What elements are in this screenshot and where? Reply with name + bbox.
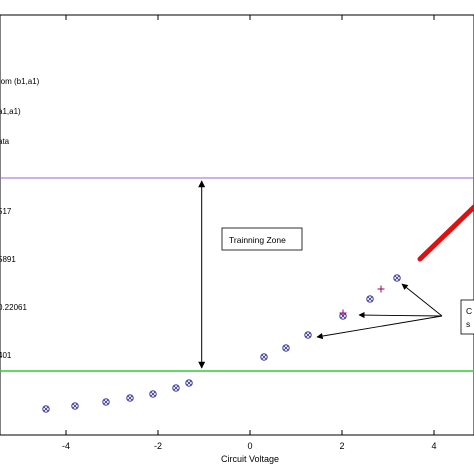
point-circle xyxy=(260,353,268,361)
fit-line xyxy=(417,204,474,262)
point-circle xyxy=(102,398,110,406)
left-label: 5891 xyxy=(0,255,16,264)
plus-point xyxy=(377,285,385,293)
point-cross xyxy=(186,380,192,386)
point-circle xyxy=(366,295,374,303)
point-circle xyxy=(304,331,312,339)
annotation-arrow xyxy=(358,311,443,319)
point-cross xyxy=(72,403,78,409)
data-point xyxy=(282,344,290,352)
data-point xyxy=(42,405,50,413)
x-axis-label: Circuit Voltage xyxy=(221,454,279,464)
point-cross xyxy=(127,395,133,401)
left-label: 517 xyxy=(0,207,12,216)
point-circle xyxy=(126,394,134,402)
annotation-arrow xyxy=(401,283,443,317)
legend-entry: a1,a1) xyxy=(0,107,21,116)
plus-point xyxy=(339,309,347,317)
x-axis: -4 -2 0 2 4 xyxy=(62,15,437,451)
left-label: 401 xyxy=(0,351,12,360)
point-circle xyxy=(393,274,401,282)
point-cross xyxy=(367,296,373,302)
x-tick-label: 2 xyxy=(339,441,344,451)
legend-entry: ata xyxy=(0,137,10,146)
x-tick-label: -2 xyxy=(154,441,162,451)
annotation-box xyxy=(460,299,474,335)
data-point xyxy=(260,353,268,361)
annotation-arrow xyxy=(316,315,443,340)
data-point xyxy=(71,402,79,410)
data-point xyxy=(172,384,180,392)
zone-label: Trainning Zone xyxy=(229,235,286,245)
point-cross xyxy=(150,391,156,397)
annotation-label: s xyxy=(466,319,470,329)
point-circle xyxy=(185,379,193,387)
zone-label-box xyxy=(221,227,303,251)
x-tick-label: 4 xyxy=(431,441,436,451)
data-point xyxy=(366,295,374,303)
point-circle xyxy=(149,390,157,398)
point-circle xyxy=(282,344,290,352)
plot-frame xyxy=(0,14,474,436)
annotation-label: C xyxy=(466,306,472,316)
point-cross xyxy=(261,354,267,360)
data-point xyxy=(304,331,312,339)
point-cross xyxy=(394,275,400,281)
data-point xyxy=(102,398,110,406)
training-zone: Trainning Zone xyxy=(0,177,474,372)
data-marks xyxy=(42,204,474,413)
left-labels: 517 5891 0.22061 401 xyxy=(0,207,27,360)
point-circle xyxy=(71,402,79,410)
x-tick-label: 0 xyxy=(247,441,252,451)
data-point xyxy=(149,390,157,398)
point-cross xyxy=(283,345,289,351)
data-point xyxy=(393,274,401,282)
left-label: 0.22061 xyxy=(0,303,27,312)
data-point xyxy=(185,379,193,387)
point-cross xyxy=(103,399,109,405)
point-circle xyxy=(172,384,180,392)
legend-entry: rom (b1,a1) xyxy=(0,77,40,86)
annotation: Cs xyxy=(316,283,474,340)
x-tick-label: -4 xyxy=(62,441,70,451)
point-cross xyxy=(305,332,311,338)
point-cross xyxy=(43,406,49,412)
legend: rom (b1,a1) a1,a1) ata xyxy=(0,77,40,146)
point-cross xyxy=(173,385,179,391)
point-circle xyxy=(42,405,50,413)
data-point xyxy=(126,394,134,402)
